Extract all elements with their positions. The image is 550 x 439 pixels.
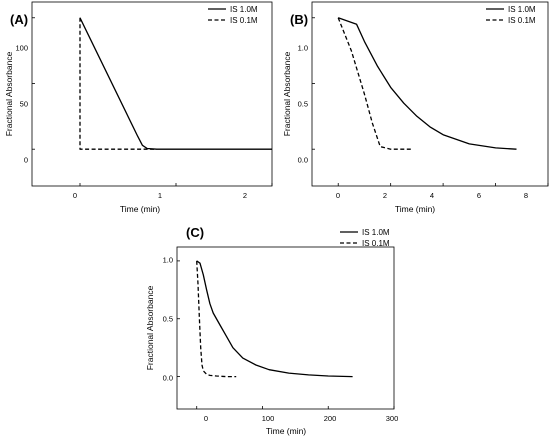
panel-a-ytick-label: 100	[15, 44, 28, 53]
panel-c-xtick-label: 0	[204, 414, 208, 423]
panel-a-ytick-label: 0	[24, 156, 28, 165]
panel-c-ytick-label: 0.5	[163, 315, 173, 324]
panel-c-series-line-dashed	[196, 260, 237, 378]
panel-b: (B) 0 2 4 6 8 0.0 0.5 1.0 Time (min) Fra…	[282, 1, 549, 214]
panel-b-ytick-label: 0.0	[298, 156, 308, 165]
panel-b-y-axis-title: Fractional Absorbance	[282, 51, 292, 136]
panel-b-series-line-solid	[337, 17, 517, 150]
panel-c-x-axis-title: Time (min)	[266, 426, 306, 436]
panel-b-legend: IS 1.0M IS 0.1M	[486, 5, 536, 25]
panel-b-marks	[312, 17, 549, 186]
panel-b-legend-entry-2: IS 0.1M	[508, 16, 536, 25]
panel-b-series-line-dashed	[337, 17, 412, 150]
panel-a-series-line-dashed	[79, 17, 157, 150]
panel-c-xtick-label: 200	[324, 414, 337, 423]
panel-b-x-axis-title: Time (min)	[395, 204, 435, 214]
panel-a-legend-entry-2: IS 0.1M	[230, 16, 258, 25]
panel-a-xtick-label: 1	[158, 191, 162, 200]
panel-b-plot-frame	[311, 1, 549, 187]
panel-c-ytick-label: 0.0	[163, 374, 173, 383]
panel-a-legend: IS 1.0M IS 0.1M	[208, 5, 258, 25]
panel-c-plot-frame	[176, 246, 395, 410]
panel-b-xtick-label: 6	[477, 191, 481, 200]
panel-b-xtick-label: 8	[524, 191, 528, 200]
panel-a-ytick-label: 50	[20, 100, 28, 109]
panel-a-x-axis-title: Time (min)	[120, 204, 160, 214]
panel-c-ytick-label: 1.0	[163, 256, 173, 265]
panel-b-ytick-label: 1.0	[298, 44, 308, 53]
panel-a-label: (A)	[10, 12, 28, 27]
panel-b-label: (B)	[290, 12, 308, 27]
panel-c-legend-entry-2: IS 0.1M	[362, 239, 390, 248]
panel-a: (A) 0 1 2 0 50 100 Time (min) Fractional…	[4, 1, 273, 214]
panel-a-legend-entry-1: IS 1.0M	[230, 5, 258, 14]
panel-c: (C) 0 100 200 300 0.0 0.5 1.0 Time (min)…	[145, 225, 398, 436]
panel-c-series-line-solid	[196, 260, 353, 378]
panel-c-marks	[177, 260, 395, 409]
panel-b-xtick-label: 2	[383, 191, 387, 200]
panel-b-legend-entry-1: IS 1.0M	[508, 5, 536, 14]
panel-a-xtick-label: 0	[73, 191, 77, 200]
panel-a-plot-frame	[31, 1, 273, 187]
panel-c-legend-entry-1: IS 1.0M	[362, 228, 390, 237]
panel-c-xtick-label: 100	[262, 414, 275, 423]
panel-a-xtick-label: 2	[243, 191, 247, 200]
panel-c-label: (C)	[186, 225, 204, 240]
panel-b-ytick-label: 0.5	[298, 100, 308, 109]
panel-c-xtick-label: 300	[386, 414, 399, 423]
panel-a-y-axis-title: Fractional Absorbance	[4, 51, 14, 136]
panel-c-legend: IS 1.0M IS 0.1M	[340, 228, 390, 248]
panel-b-xtick-label: 0	[336, 191, 340, 200]
panel-a-series-line-solid	[79, 17, 272, 150]
panel-b-xtick-label: 4	[430, 191, 434, 200]
panel-c-y-axis-title: Fractional Absorbance	[145, 285, 155, 370]
panel-a-marks	[32, 17, 273, 186]
